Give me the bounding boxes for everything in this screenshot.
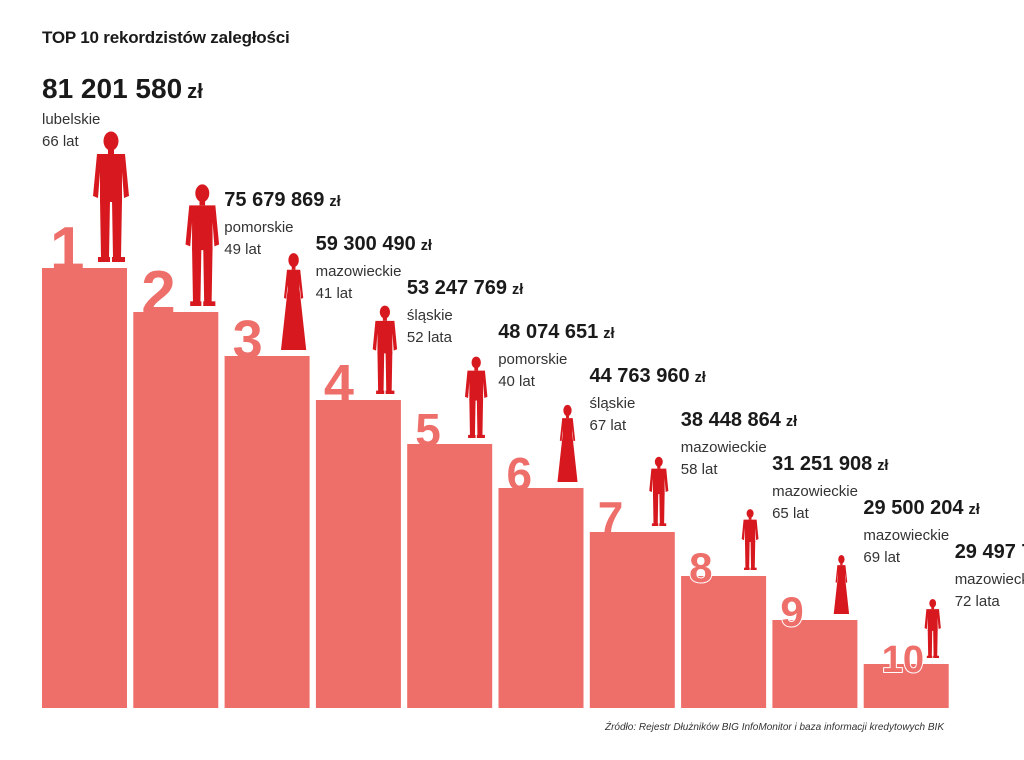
age-label: 66 lat — [42, 133, 80, 150]
amount-label: 29 497 795zł — [955, 541, 1024, 563]
man-figure-icon — [464, 356, 488, 438]
region-label: mazowieckie — [955, 571, 1024, 588]
amount-value: 38 448 864 — [681, 409, 782, 431]
rank-item: 4 53 247 769 zł śląskie 52 lata — [315, 277, 523, 708]
rank-number: 8 — [689, 544, 712, 591]
amount-value: 53 247 769 — [407, 277, 507, 299]
bar — [42, 268, 127, 708]
amount-label: 48 074 651 zł — [498, 321, 614, 343]
amount-value: 75 679 869 — [224, 189, 324, 211]
bar — [133, 312, 219, 708]
region-label: mazowieckie — [863, 527, 949, 544]
age-label: 41 lat — [316, 285, 354, 302]
amount-label: 29 500 204 zł — [863, 497, 979, 519]
source-note: Źródło: Rejestr Dłużników BIG InfoMonito… — [604, 722, 944, 733]
amount-label: 75 679 869 zł — [224, 189, 340, 211]
amount-label: 81 201 580 zł — [42, 73, 203, 104]
man-figure-icon — [924, 598, 941, 658]
rank-number: 7 — [598, 492, 624, 544]
amount-label: 59 300 490 zł — [316, 233, 432, 255]
man-figure-icon — [185, 184, 220, 306]
rank-number: 5 — [415, 404, 441, 456]
amount-unit: zł — [512, 282, 523, 298]
region-label: mazowieckie — [681, 439, 767, 456]
bar — [224, 356, 310, 708]
amount-value: 48 074 651 — [498, 321, 598, 343]
amount-unit: zł — [969, 502, 980, 518]
bar — [498, 488, 584, 708]
amount-value: 29 500 204 — [863, 497, 964, 519]
amount-unit: zł — [421, 238, 432, 254]
region-label: śląskie — [590, 395, 636, 412]
chart-title: TOP 10 rekordzistów zaległości — [42, 28, 290, 47]
rank-number: 4 — [324, 354, 354, 414]
age-label: 52 lata — [407, 329, 453, 346]
man-figure-icon — [741, 509, 759, 570]
region-label: lubelskie — [42, 111, 100, 128]
rank-item: 6 44 763 960 zł śląskie 67 lat — [498, 365, 706, 708]
amount-value: 44 763 960 — [590, 365, 690, 387]
man-figure-icon — [649, 456, 669, 526]
bar — [772, 620, 858, 708]
amount-unit: zł — [786, 414, 797, 430]
bar — [681, 576, 767, 708]
age-label: 40 lat — [498, 373, 536, 390]
woman-figure-icon — [280, 253, 307, 350]
region-label: mazowieckie — [772, 483, 858, 500]
age-label: 58 lat — [681, 461, 719, 478]
amount-unit: zł — [695, 370, 706, 386]
amount-unit: zł — [603, 326, 614, 342]
rank-number: 6 — [507, 448, 533, 500]
amount-value: 59 300 490 — [316, 233, 416, 255]
amount-unit: zł — [187, 81, 203, 103]
region-label: mazowieckie — [316, 263, 402, 280]
rank-item: 8 31 251 908 zł mazowieckie 65 lat — [681, 453, 888, 708]
amount-label: 31 251 908 zł — [772, 453, 888, 475]
bar — [863, 664, 949, 708]
rank-item: 7 38 448 864 zł mazowieckie 58 lat — [589, 409, 797, 708]
amount-value: 31 251 908 — [772, 453, 872, 475]
woman-figure-icon — [833, 554, 850, 614]
rank-item: 1 81 201 580 zł lubelskie 66 lat — [42, 73, 203, 708]
rank-item: 2 75 679 869 zł pomorskie 49 lat — [133, 184, 341, 708]
age-label: 69 lat — [863, 549, 901, 566]
region-label: pomorskie — [498, 351, 567, 368]
amount-label: 44 763 960 zł — [590, 365, 706, 387]
age-label: 65 lat — [772, 505, 810, 522]
man-figure-icon — [93, 131, 129, 262]
amount-label: 53 247 769 zł — [407, 277, 523, 299]
amount-value: 81 201 580 — [42, 73, 182, 104]
rank-number: 1 — [50, 215, 84, 284]
rank-number: 3 — [233, 310, 263, 370]
amount-label: 38 448 864 zł — [681, 409, 797, 431]
amount-value: 29 497 795 — [955, 541, 1024, 563]
rank-item: 5 48 074 651 zł pomorskie 40 lat — [407, 321, 615, 708]
rank-number: 9 — [780, 588, 803, 635]
man-figure-icon — [372, 305, 398, 394]
bar — [315, 400, 401, 708]
rank-number: 2 — [141, 259, 175, 328]
amount-unit: zł — [877, 458, 888, 474]
bar — [589, 532, 675, 708]
bar — [407, 444, 493, 708]
amount-unit: zł — [329, 194, 340, 210]
rank-number: 10 — [882, 639, 924, 681]
woman-figure-icon — [557, 404, 578, 482]
age-label: 49 lat — [224, 241, 262, 258]
rank-item: 3 59 300 490 zł mazowieckie 41 lat — [224, 233, 432, 708]
age-label: 72 lata — [955, 593, 1001, 610]
region-label: pomorskie — [224, 219, 293, 236]
rank-item: 10 29 497 795zł mazowieckie 72 lata — [863, 541, 1024, 708]
age-label: 67 lat — [590, 417, 628, 434]
rank-item: 9 29 500 204 zł mazowieckie 69 lat — [772, 497, 980, 708]
region-label: śląskie — [407, 307, 453, 324]
